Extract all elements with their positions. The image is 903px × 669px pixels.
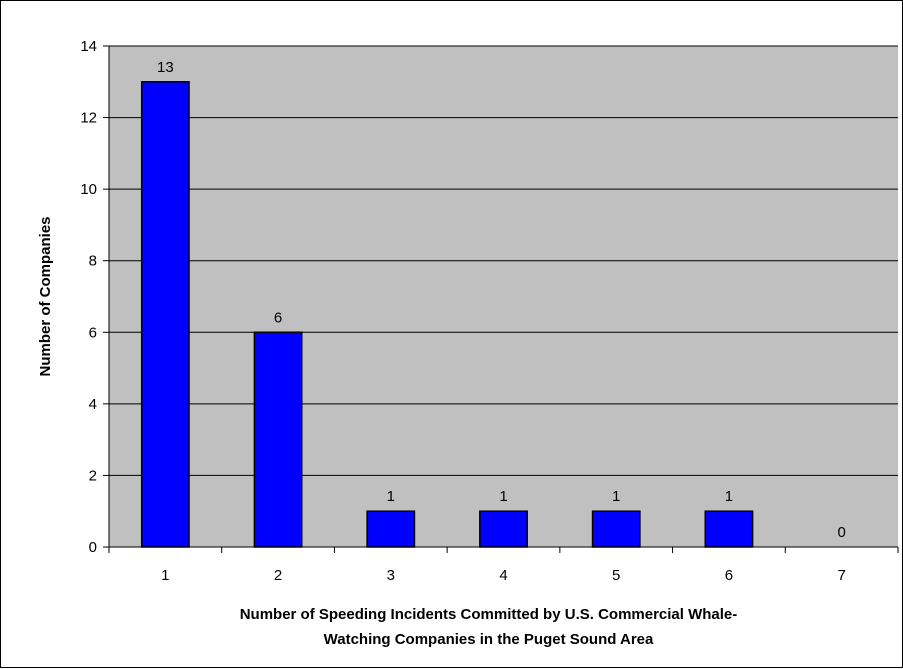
y-tick-label: 6	[89, 324, 97, 341]
bar-3	[366, 510, 416, 548]
x-tick-label-2: 2	[274, 567, 282, 584]
x-axis-title-line-2: Watching Companies in the Puget Sound Ar…	[324, 631, 654, 648]
bar-4	[479, 510, 528, 548]
bar-6	[704, 510, 754, 548]
x-tick-label-6: 6	[725, 567, 733, 584]
data-label-7: 0	[837, 524, 845, 541]
bar-2	[253, 331, 303, 548]
gridlines	[109, 45, 898, 476]
y-tick-label: 2	[89, 467, 97, 484]
y-tick-label: 10	[80, 181, 97, 198]
y-tick-label: 14	[80, 38, 97, 55]
bar-5	[591, 510, 641, 548]
data-label-2: 6	[274, 309, 282, 326]
x-tick-label-1: 1	[161, 567, 169, 584]
data-labels: 13 6 1 1 1 1 0	[157, 59, 846, 541]
axes	[103, 45, 899, 553]
y-tick-label: 4	[89, 396, 97, 413]
x-tick-label-5: 5	[612, 567, 620, 584]
x-tick-label-4: 4	[499, 567, 507, 584]
x-tick-label-3: 3	[387, 567, 395, 584]
plot-area	[109, 46, 898, 547]
data-label-1: 13	[157, 59, 174, 76]
y-tick-label: 8	[89, 253, 97, 270]
y-tick-label: 12	[80, 110, 97, 127]
data-label-6: 1	[725, 488, 733, 505]
y-tick-label: 0	[89, 539, 97, 556]
x-axis-title-line-1: Number of Speeding Incidents Committed b…	[240, 606, 738, 623]
x-tick-labels: 1 2 3 4 5 6 7	[161, 567, 846, 584]
data-label-3: 1	[387, 488, 395, 505]
data-label-4: 1	[499, 488, 507, 505]
x-tick-label-7: 7	[837, 567, 845, 584]
bar-1	[140, 81, 190, 548]
y-axis-title: Number of Companies	[37, 216, 54, 376]
data-label-5: 1	[612, 488, 620, 505]
y-tick-labels: 0 2 4 6 8 10 12 14	[80, 38, 97, 556]
